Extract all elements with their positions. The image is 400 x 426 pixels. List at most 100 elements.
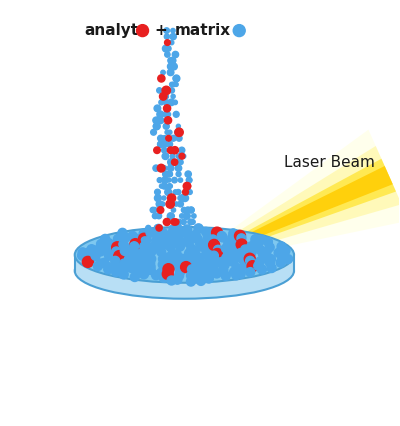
Circle shape xyxy=(170,135,176,141)
Circle shape xyxy=(150,232,154,236)
Circle shape xyxy=(124,254,134,263)
Circle shape xyxy=(114,250,125,262)
Circle shape xyxy=(196,276,206,285)
Circle shape xyxy=(159,100,164,105)
Ellipse shape xyxy=(75,227,294,283)
Circle shape xyxy=(222,253,231,262)
Circle shape xyxy=(174,202,178,206)
Circle shape xyxy=(193,235,202,244)
Circle shape xyxy=(152,207,157,213)
Circle shape xyxy=(157,268,166,277)
Circle shape xyxy=(202,248,211,256)
Circle shape xyxy=(140,242,149,251)
Circle shape xyxy=(111,256,120,265)
Circle shape xyxy=(96,247,105,256)
Circle shape xyxy=(168,130,172,134)
Circle shape xyxy=(157,178,162,183)
Text: +: + xyxy=(154,23,167,38)
Circle shape xyxy=(183,230,192,239)
Circle shape xyxy=(168,159,174,166)
Circle shape xyxy=(184,213,190,219)
Circle shape xyxy=(170,82,174,86)
Circle shape xyxy=(218,233,227,242)
Circle shape xyxy=(170,33,176,40)
Circle shape xyxy=(187,256,196,265)
Circle shape xyxy=(235,265,244,274)
Circle shape xyxy=(188,237,194,242)
Circle shape xyxy=(162,147,167,153)
Circle shape xyxy=(159,235,168,244)
Ellipse shape xyxy=(75,243,294,299)
Circle shape xyxy=(171,94,175,98)
Circle shape xyxy=(167,201,172,207)
Circle shape xyxy=(161,183,167,189)
Circle shape xyxy=(190,220,195,224)
Circle shape xyxy=(87,245,96,254)
Circle shape xyxy=(118,228,127,237)
Circle shape xyxy=(176,124,180,128)
Circle shape xyxy=(165,52,170,57)
Circle shape xyxy=(155,242,164,251)
Circle shape xyxy=(178,160,183,164)
Circle shape xyxy=(85,248,94,256)
Circle shape xyxy=(234,230,246,241)
Polygon shape xyxy=(208,159,396,257)
Circle shape xyxy=(121,233,130,242)
Circle shape xyxy=(230,252,239,261)
Circle shape xyxy=(166,112,171,116)
Circle shape xyxy=(163,171,169,177)
Circle shape xyxy=(209,263,218,272)
Circle shape xyxy=(187,244,196,253)
Circle shape xyxy=(194,224,203,233)
Circle shape xyxy=(166,242,175,251)
Circle shape xyxy=(153,123,160,130)
Circle shape xyxy=(120,243,130,252)
Circle shape xyxy=(182,225,192,234)
Circle shape xyxy=(167,213,174,219)
Circle shape xyxy=(101,234,110,243)
Circle shape xyxy=(146,262,155,271)
Circle shape xyxy=(238,254,246,263)
Circle shape xyxy=(164,124,169,129)
Circle shape xyxy=(246,268,255,276)
Circle shape xyxy=(178,153,184,159)
Circle shape xyxy=(120,247,129,256)
Circle shape xyxy=(142,237,147,243)
Circle shape xyxy=(105,263,114,272)
Circle shape xyxy=(167,178,171,182)
Circle shape xyxy=(202,227,210,236)
Circle shape xyxy=(159,231,164,236)
Circle shape xyxy=(179,195,186,201)
Circle shape xyxy=(167,231,173,237)
Circle shape xyxy=(166,200,174,208)
Circle shape xyxy=(178,258,186,267)
Text: Laser Beam: Laser Beam xyxy=(284,155,375,170)
Circle shape xyxy=(167,234,176,243)
Circle shape xyxy=(160,231,166,237)
Circle shape xyxy=(128,231,137,240)
Circle shape xyxy=(178,228,187,237)
Circle shape xyxy=(173,148,178,153)
Circle shape xyxy=(162,86,170,95)
Circle shape xyxy=(169,256,178,265)
Circle shape xyxy=(178,178,183,182)
Circle shape xyxy=(219,265,228,274)
Circle shape xyxy=(251,238,260,247)
Circle shape xyxy=(199,270,208,279)
Circle shape xyxy=(180,196,185,200)
Circle shape xyxy=(154,147,160,153)
Circle shape xyxy=(158,135,164,141)
Circle shape xyxy=(206,228,214,237)
Circle shape xyxy=(166,240,175,249)
Circle shape xyxy=(172,52,179,58)
Circle shape xyxy=(163,184,168,188)
Circle shape xyxy=(236,248,245,257)
Circle shape xyxy=(178,254,187,263)
Circle shape xyxy=(163,111,169,117)
Circle shape xyxy=(246,256,255,265)
Circle shape xyxy=(178,196,183,201)
Circle shape xyxy=(230,248,240,256)
Circle shape xyxy=(96,239,106,248)
Circle shape xyxy=(154,195,161,201)
Circle shape xyxy=(157,207,164,213)
